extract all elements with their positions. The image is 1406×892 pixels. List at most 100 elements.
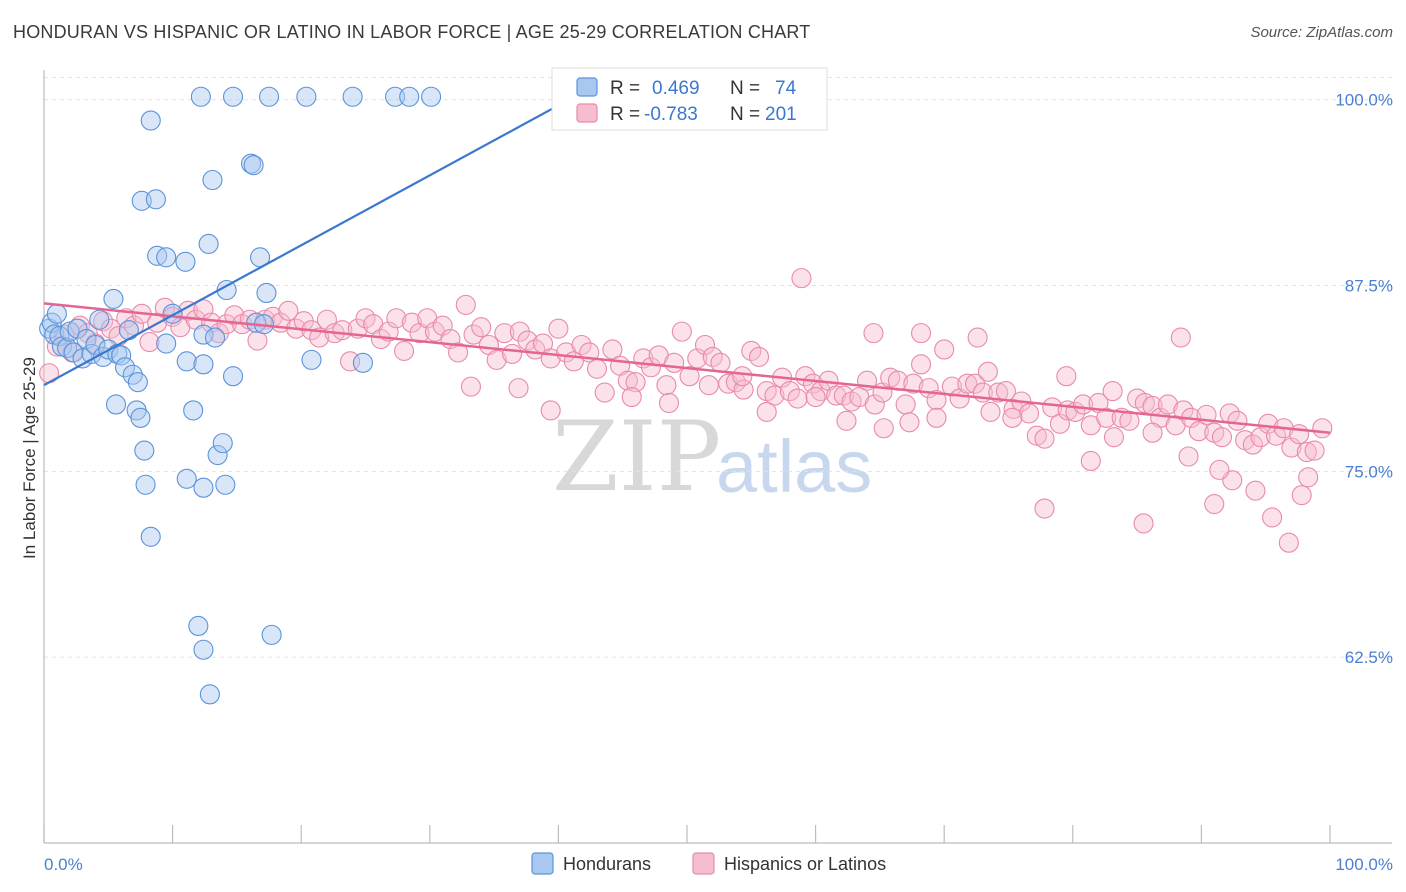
hispanics-point xyxy=(448,342,469,363)
hispanics-point xyxy=(640,357,662,378)
hispanics-point xyxy=(836,410,857,431)
hispanics-point xyxy=(934,339,955,360)
bottom-legend-swatch-hondurans xyxy=(531,852,554,875)
hispanics-point xyxy=(394,340,415,362)
hispanics-point xyxy=(980,401,1001,422)
hispanics-point xyxy=(787,388,808,409)
hondurans-point xyxy=(183,400,204,421)
hispanics-point xyxy=(791,268,812,289)
hispanics-point xyxy=(69,315,91,336)
hispanics-point xyxy=(1278,532,1299,553)
hondurans-point xyxy=(204,327,226,348)
hispanics-point xyxy=(1245,480,1266,501)
hondurans-point xyxy=(140,110,161,131)
bottom-legend-swatch-hispanics xyxy=(692,852,715,875)
hondurans-point xyxy=(421,86,442,107)
hondurans-point xyxy=(127,372,148,393)
legend-r-value-1: 0.469 xyxy=(652,78,700,99)
hondurans-point xyxy=(261,624,282,645)
legend-r-value-2: -0.783 xyxy=(644,104,698,125)
hondurans-point xyxy=(399,86,420,107)
hispanics-point xyxy=(386,308,407,329)
hondurans-point xyxy=(188,615,209,637)
hondurans-point xyxy=(118,320,139,341)
hondurans-point xyxy=(199,684,220,705)
y-tick-label: 100.0% xyxy=(1335,91,1393,110)
hispanics-point xyxy=(764,385,785,406)
hondurans-point xyxy=(114,357,136,378)
hispanics-point xyxy=(1142,422,1163,443)
legend-swatch-hispanics xyxy=(576,103,598,123)
hondurans-point xyxy=(135,474,156,495)
hondurans-point xyxy=(202,169,223,191)
hondurans-point xyxy=(140,526,161,547)
hispanics-point xyxy=(1096,407,1117,428)
hondurans-point xyxy=(46,303,67,324)
hispanics-point xyxy=(309,327,330,348)
hondurans-point xyxy=(296,86,317,107)
hispanics-point xyxy=(895,394,916,415)
hondurans-point xyxy=(385,86,406,107)
hondurans-point xyxy=(111,345,132,366)
hondurans-point xyxy=(222,86,244,107)
hispanics-point xyxy=(756,401,777,422)
hispanics-point xyxy=(594,382,615,403)
hispanics-point xyxy=(926,389,947,411)
x-tick-labels: 0.0% 100.0% xyxy=(44,855,1393,874)
hispanics-point xyxy=(1026,425,1047,446)
hispanics-point xyxy=(1134,392,1155,414)
hispanics-point xyxy=(1209,459,1230,480)
hispanics-point xyxy=(1157,394,1179,415)
hispanics-point xyxy=(1019,403,1040,424)
hondurans-point xyxy=(162,303,183,324)
hispanics-point xyxy=(1034,498,1055,519)
hispanics-point xyxy=(1133,513,1154,534)
hispanics-point xyxy=(1173,400,1194,421)
bottom-legend-label-hondurans: Hondurans xyxy=(563,854,651,874)
hispanics-trend-line xyxy=(43,302,1331,434)
hondurans-point xyxy=(103,288,124,309)
hispanics-point xyxy=(502,343,523,364)
hispanics-point xyxy=(201,312,222,333)
hispanics-point xyxy=(1056,366,1077,387)
hondurans-point xyxy=(145,189,166,210)
legend-r-label-1: R = xyxy=(610,78,640,99)
hispanics-point xyxy=(967,327,988,348)
hondurans-point xyxy=(193,354,214,375)
legend-n-value-1: 74 xyxy=(775,78,797,99)
hispanics-point xyxy=(401,312,422,333)
hispanics-point xyxy=(658,392,680,414)
hondurans-point xyxy=(105,394,127,415)
hondurans-point xyxy=(89,309,110,330)
hondurans-point xyxy=(156,333,177,354)
hispanics-point xyxy=(540,400,561,421)
hispanics-point xyxy=(625,372,646,393)
hispanics-point xyxy=(1188,421,1209,442)
hispanics-point xyxy=(899,412,920,433)
axes xyxy=(43,70,1392,844)
hispanics-point xyxy=(732,366,753,387)
hispanics-point xyxy=(941,376,962,397)
hispanics-point xyxy=(1242,434,1263,455)
hispanics-point xyxy=(926,407,947,428)
hispanics-point xyxy=(455,294,476,315)
hondurans-point xyxy=(212,433,233,454)
hondurans-point xyxy=(85,334,106,356)
hispanics-point xyxy=(903,373,924,394)
hondurans-point xyxy=(190,86,211,107)
hispanics-point xyxy=(548,318,569,339)
hispanics-point xyxy=(621,386,642,408)
hondurans-point xyxy=(352,352,373,373)
hispanics-point xyxy=(571,334,592,356)
y-tick-label: 87.5% xyxy=(1345,277,1393,296)
legend-top-box xyxy=(551,67,828,131)
hispanics-point xyxy=(139,331,160,353)
hispanics-point xyxy=(977,361,998,382)
y-tick-label: 62.5% xyxy=(1345,648,1393,667)
legend-bottom: Hondurans Hispanics or Latinos xyxy=(531,852,886,875)
hispanics-point xyxy=(988,382,1009,403)
y-axis-title: In Labor Force | Age 25-29 xyxy=(20,357,39,559)
legend-r-label-2: R = xyxy=(610,104,640,125)
hondurans-point xyxy=(130,407,151,428)
hondurans-point xyxy=(301,349,322,370)
